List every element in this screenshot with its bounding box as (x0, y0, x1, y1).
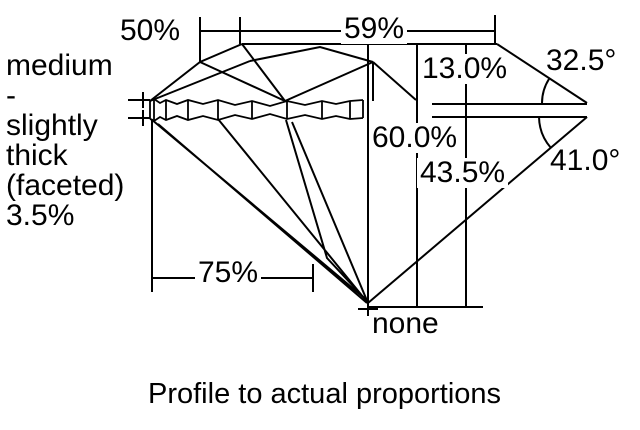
crown-angle-arc (541, 78, 550, 104)
angle-arcs (538, 78, 552, 149)
right-girdle-lines (432, 103, 587, 118)
pavilion-angle-label: 41.0° (550, 144, 621, 177)
girdle-ticks (128, 92, 150, 126)
pavilion-angle-arc (538, 116, 552, 149)
right-crown-outline (496, 43, 588, 104)
total-depth-label: 60.0% (369, 123, 461, 153)
pavilion-depth-label: 43.5% (417, 158, 509, 188)
culet-label: none (372, 307, 439, 340)
girdle-thickness-label: medium - slightly thick (faceted) 3.5% (6, 49, 125, 232)
star-length-dimension (199, 17, 241, 62)
crown-facets (149, 43, 417, 102)
figure-caption: Profile to actual proportions (148, 378, 502, 410)
girdle-band (149, 97, 364, 123)
culet-tick (358, 303, 378, 316)
crown-angle-label: 32.5° (546, 44, 617, 77)
left-crown-outline (149, 43, 243, 102)
diamond-outline (149, 43, 588, 304)
table-size-label: 59% (341, 14, 408, 44)
lower-girdle-length-label: 75% (195, 258, 262, 288)
star-length-label: 50% (120, 14, 181, 47)
crown-height-label: 13.0% (419, 54, 511, 84)
pavilion-facets (217, 118, 369, 304)
left-pavilion-outline (150, 118, 369, 304)
